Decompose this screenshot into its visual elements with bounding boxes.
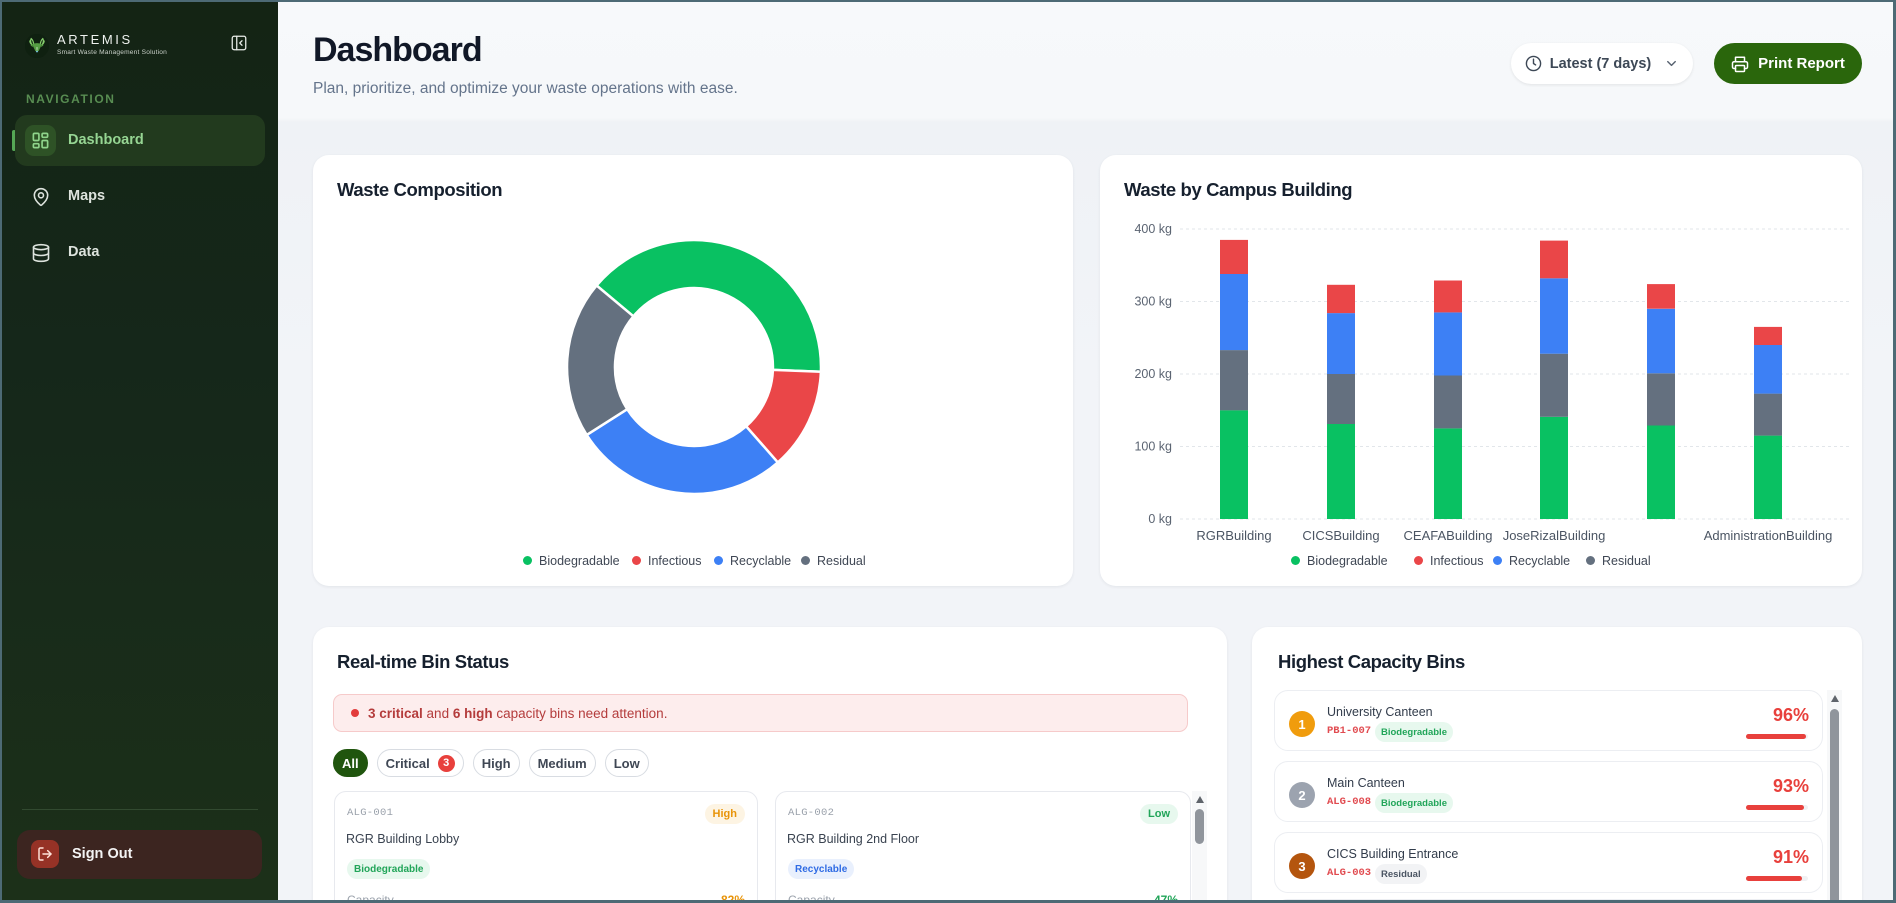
svg-text:200 kg: 200 kg <box>1134 367 1172 381</box>
svg-text:JoseRizalBuilding: JoseRizalBuilding <box>1503 528 1606 543</box>
svg-text:0 kg: 0 kg <box>1148 512 1172 526</box>
svg-text:100 kg: 100 kg <box>1134 440 1172 454</box>
svg-text:RGRBuilding: RGRBuilding <box>1196 528 1271 543</box>
svg-text:CICSBuilding: CICSBuilding <box>1302 528 1379 543</box>
svg-text:AdministrationBuilding: AdministrationBuilding <box>1704 528 1833 543</box>
svg-text:400 kg: 400 kg <box>1134 222 1172 236</box>
svg-text:CEAFABuilding: CEAFABuilding <box>1404 528 1493 543</box>
svg-text:300 kg: 300 kg <box>1134 295 1172 309</box>
